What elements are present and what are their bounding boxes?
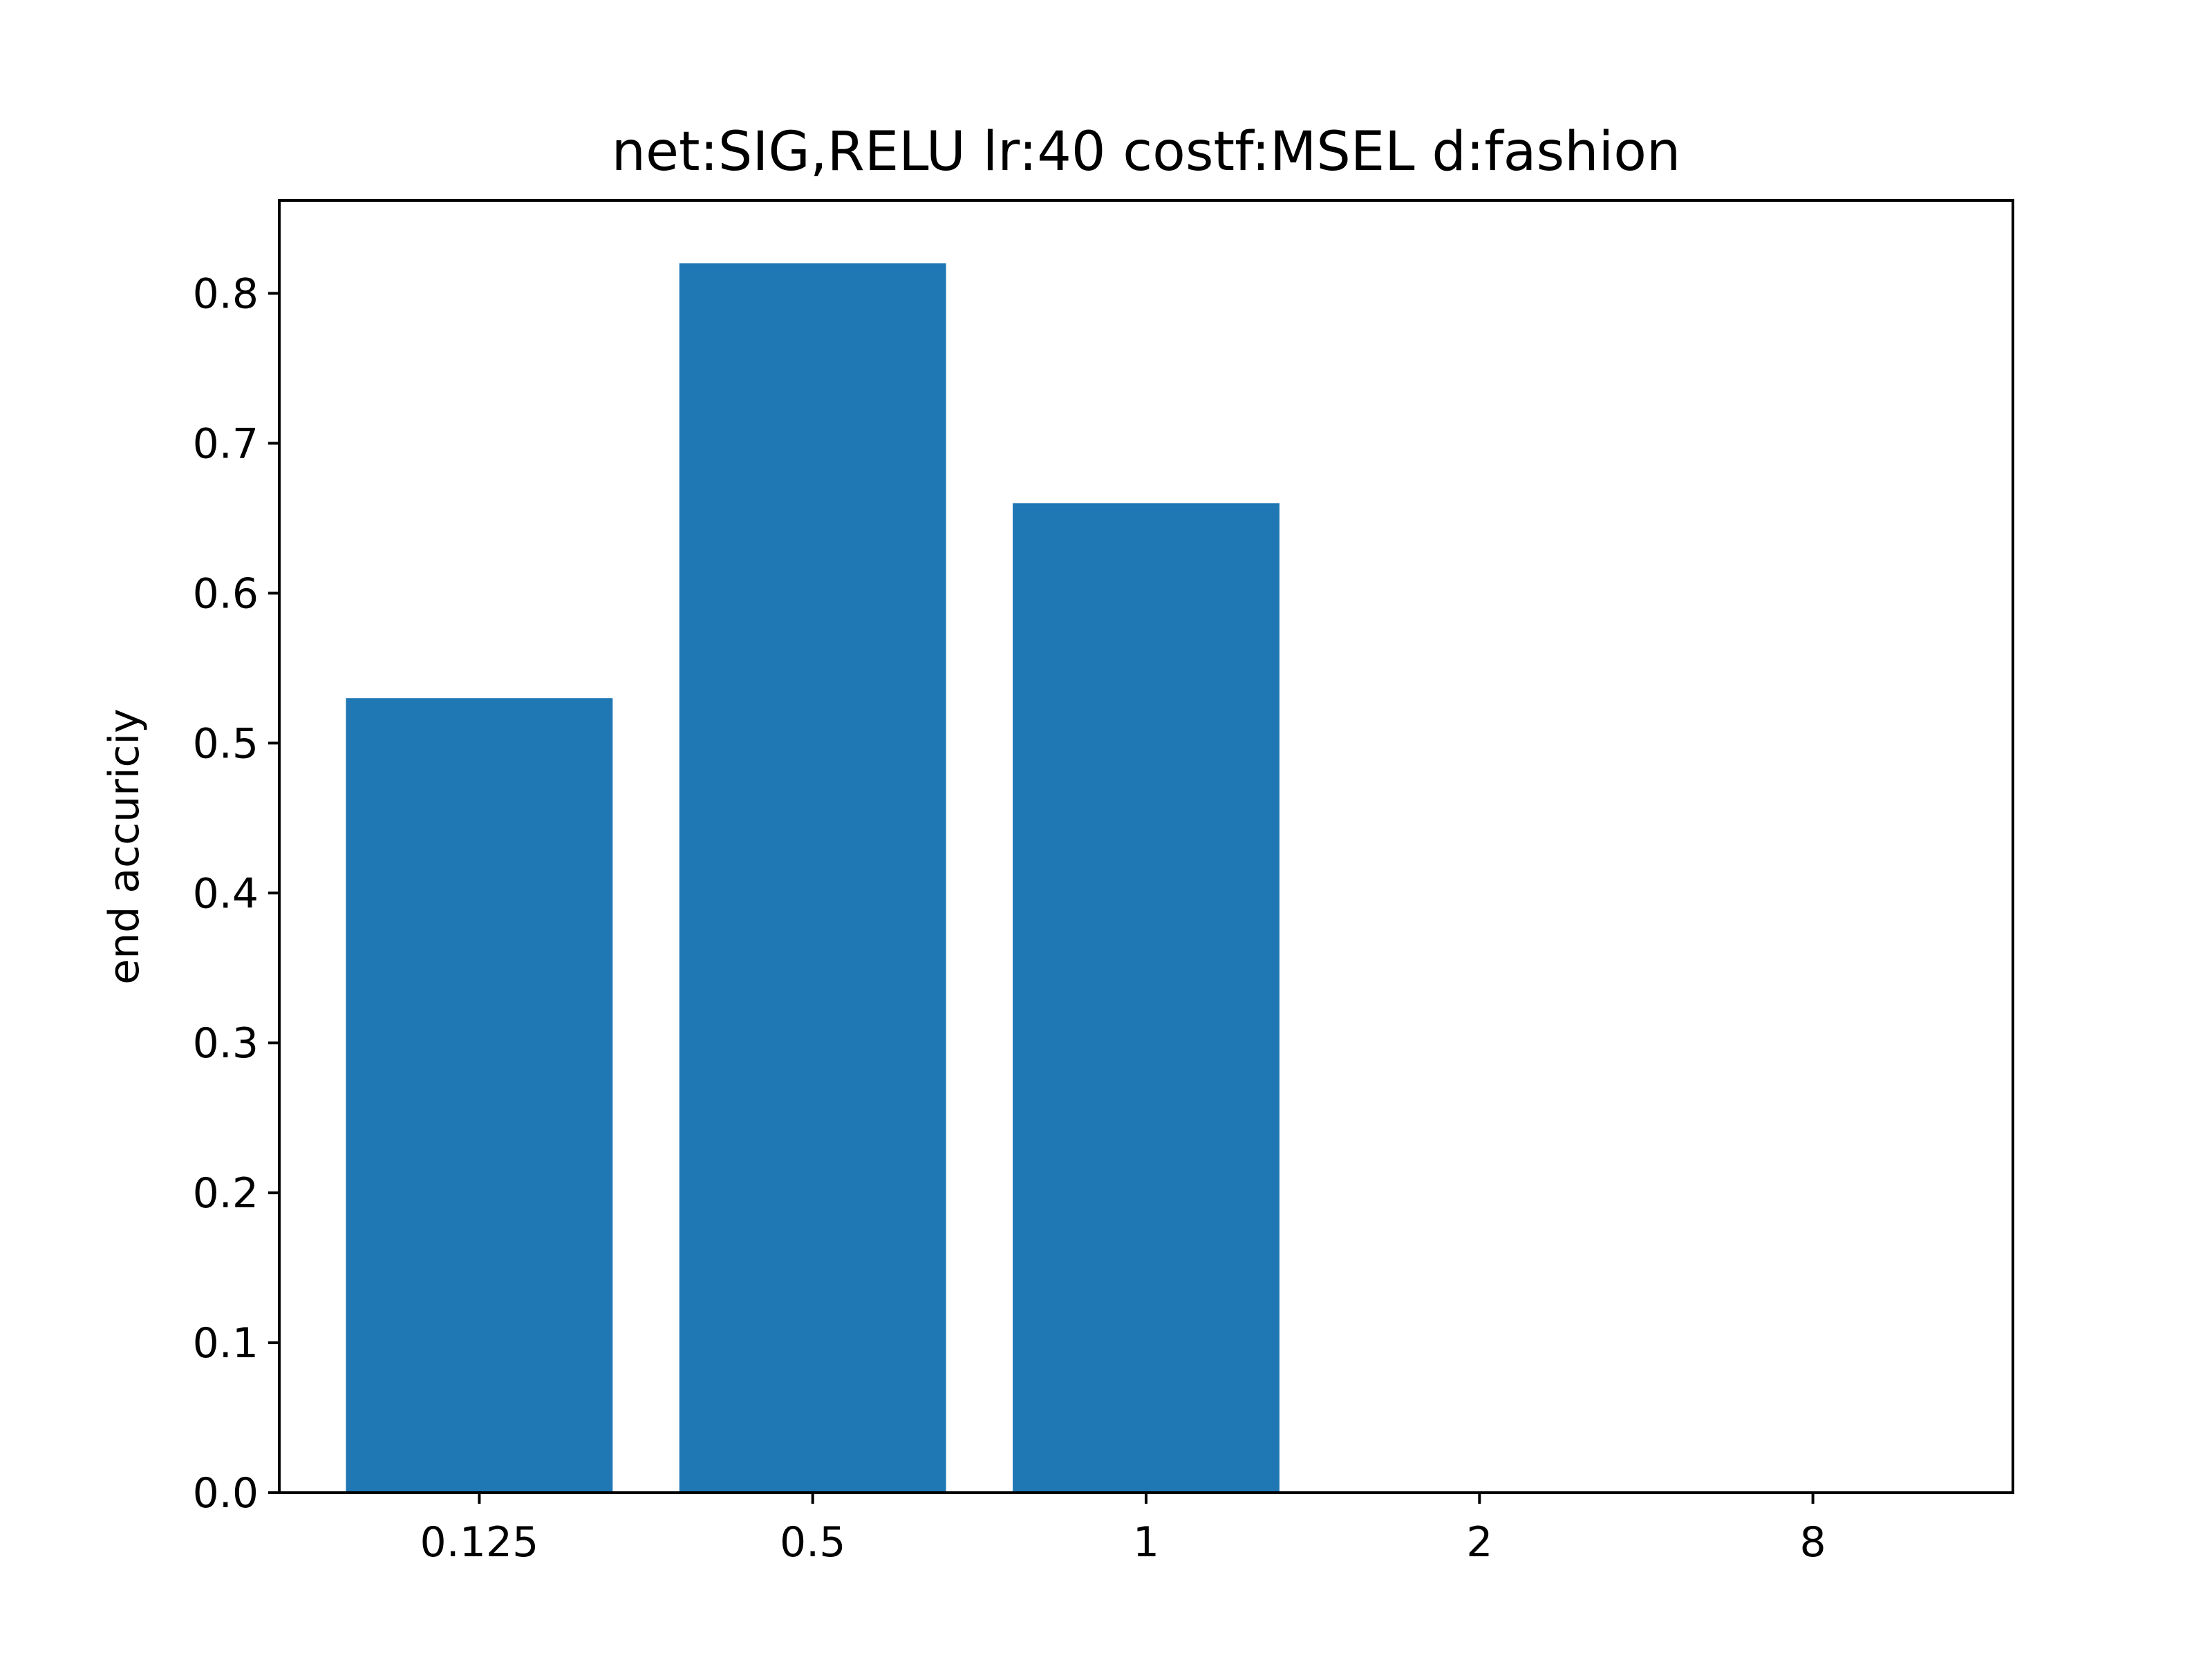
bar-0.5 xyxy=(679,263,946,1493)
x-tick-label: 8 xyxy=(1800,1518,1826,1567)
y-axis-ticks: 0.0 0.1 0.2 0.3 0.4 0.5 0.6 0.7 0.8 xyxy=(193,270,279,1518)
y-tick-label: 0.2 xyxy=(193,1169,259,1218)
x-tick-label: 1 xyxy=(1133,1518,1159,1567)
y-tick-label: 0.6 xyxy=(193,569,259,618)
bars-layer xyxy=(346,263,1280,1493)
y-tick-label: 0.0 xyxy=(193,1469,259,1518)
bar-0.125 xyxy=(346,698,613,1493)
y-tick-label: 0.4 xyxy=(193,869,259,918)
y-axis-label: end accuriciy xyxy=(100,708,149,984)
y-tick-label: 0.1 xyxy=(193,1319,259,1368)
y-tick-label: 0.7 xyxy=(193,419,259,468)
plot-frame xyxy=(278,199,2014,1494)
y-tick-label: 0.8 xyxy=(193,270,259,319)
y-tick-label: 0.3 xyxy=(193,1019,259,1068)
y-tick-label: 0.5 xyxy=(193,719,259,768)
chart-title: net:SIG,RELU lr:40 costf:MSEL d:fashion xyxy=(612,121,1681,183)
bar-1 xyxy=(1013,503,1280,1493)
x-tick-label: 0.125 xyxy=(420,1518,538,1567)
x-tick-label: 0.5 xyxy=(780,1518,845,1567)
x-tick-label: 2 xyxy=(1466,1518,1492,1567)
x-axis-ticks: 0.125 0.5 1 2 8 xyxy=(420,1493,1826,1567)
